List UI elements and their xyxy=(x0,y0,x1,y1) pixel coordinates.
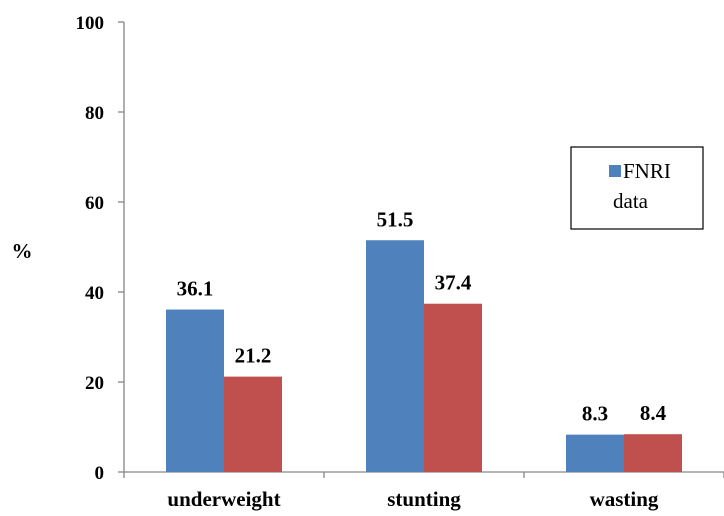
legend-box xyxy=(570,146,704,230)
y-tick-label: 20 xyxy=(85,373,104,394)
data-labels: 36.1 21.2 51.5 37.4 8.3 8.4 xyxy=(177,207,667,425)
y-tick-label: 100 xyxy=(76,13,105,34)
legend-label-line1: FNRI xyxy=(623,159,671,183)
data-label: 21.2 xyxy=(235,344,272,368)
data-label: 8.4 xyxy=(640,401,667,425)
legend-label-line2: data xyxy=(613,189,649,213)
legend-swatch xyxy=(609,165,621,177)
data-label: 51.5 xyxy=(377,207,414,231)
bar xyxy=(624,434,682,472)
bar xyxy=(224,376,282,472)
y-tick-label: 80 xyxy=(85,103,104,124)
bar xyxy=(424,303,482,472)
y-tick-label: 60 xyxy=(85,193,104,214)
category-label: wasting xyxy=(590,487,659,511)
legend: FNRI data xyxy=(570,146,704,230)
y-axis-title: % xyxy=(12,239,33,263)
y-tick-label: 0 xyxy=(95,463,105,484)
data-label: 37.4 xyxy=(435,271,472,295)
bars xyxy=(166,240,682,472)
data-label: 8.3 xyxy=(582,402,608,426)
data-label: 36.1 xyxy=(177,277,214,301)
bar xyxy=(366,240,424,472)
y-tick-label: 40 xyxy=(85,283,104,304)
category-label: underweight xyxy=(167,487,280,511)
bar xyxy=(166,309,224,472)
category-labels: underweight stunting wasting xyxy=(167,487,659,511)
category-label: stunting xyxy=(387,487,461,511)
bar xyxy=(566,434,624,472)
